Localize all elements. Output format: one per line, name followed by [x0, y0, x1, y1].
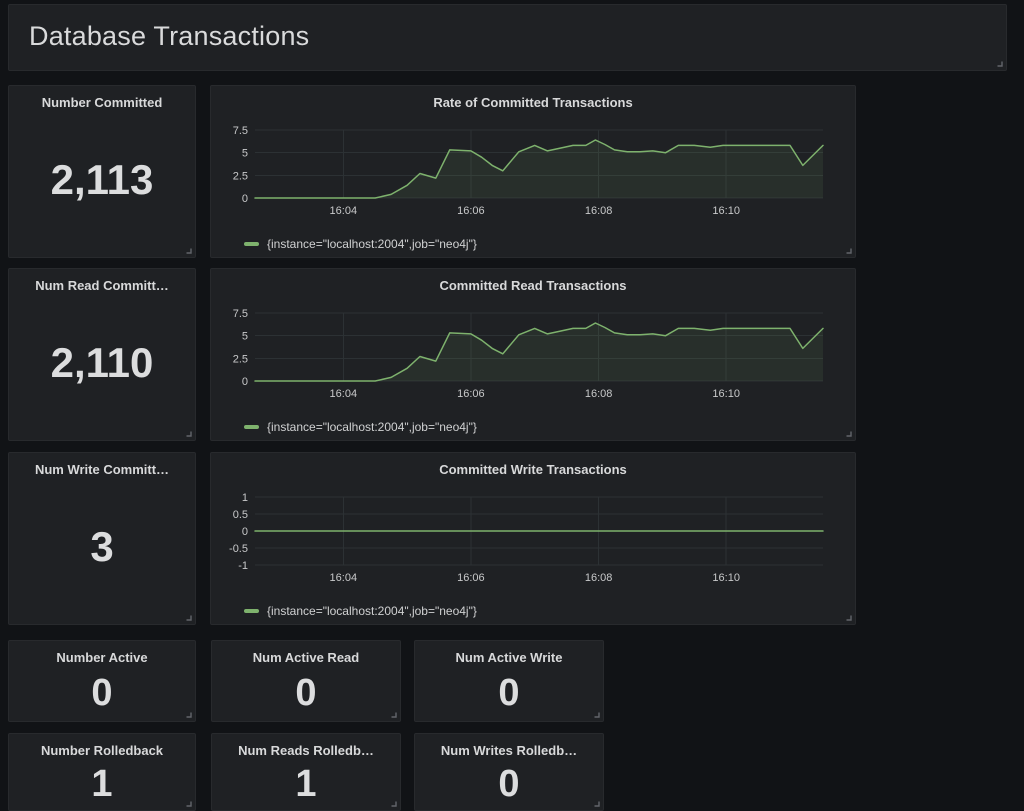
resize-handle-icon[interactable] [388, 798, 397, 807]
svg-text:-0.5: -0.5 [229, 543, 248, 555]
resize-handle-icon[interactable] [183, 709, 192, 718]
svg-text:2.5: 2.5 [233, 170, 248, 182]
svg-text:16:10: 16:10 [712, 572, 740, 584]
chart-panel-committed-read-transactions: Committed Read Transactions 7.5 5 2.5 0 16:0… [210, 268, 856, 441]
stat-value: 0 [91, 671, 113, 714]
svg-text:1: 1 [242, 492, 248, 504]
legend-series-swatch-icon [244, 242, 259, 246]
panel-title[interactable]: Number Rolledback [40, 743, 164, 758]
svg-text:0: 0 [242, 193, 248, 205]
dashboard-header-title: Database Transactions [29, 21, 310, 51]
svg-text:16:10: 16:10 [712, 388, 740, 400]
svg-text:5: 5 [242, 148, 248, 160]
legend-series-swatch-icon [244, 609, 259, 613]
svg-text:-1: -1 [238, 560, 248, 572]
panel-title[interactable]: Rate of Committed Transactions [433, 95, 633, 110]
resize-handle-icon[interactable] [843, 612, 852, 621]
time-series-plot[interactable]: 1 0.5 0 -0.5 -1 16:04 16:06 16:08 16:10 [211, 484, 855, 599]
stat-value: 3 [90, 522, 114, 570]
stat-value-area: 0 [415, 762, 603, 810]
resize-handle-icon[interactable] [183, 798, 192, 807]
stat-value: 2,113 [50, 155, 154, 203]
chart-legend: {instance="localhost:2004",job="neo4j"} [211, 415, 855, 439]
stat-value: 2,110 [50, 338, 154, 386]
stat-value-area: 2,110 [9, 299, 195, 440]
panel-title[interactable]: Num Active Write [455, 650, 563, 665]
panel-title[interactable]: Number Committed [41, 95, 163, 110]
panel-title[interactable]: Num Reads Rolledb… [238, 743, 374, 758]
panel-title[interactable]: Committed Write Transactions [439, 462, 627, 477]
svg-text:16:08: 16:08 [585, 205, 613, 217]
resize-handle-icon[interactable] [183, 245, 192, 254]
chart-legend: {instance="localhost:2004",job="neo4j"} [211, 232, 855, 256]
stat-value: 1 [295, 762, 317, 805]
svg-text:16:04: 16:04 [330, 205, 358, 217]
time-series-plot[interactable]: 7.5 5 2.5 0 16:04 16:06 16:08 16:10 [211, 300, 855, 415]
stat-value-area: 0 [415, 671, 603, 721]
resize-handle-icon[interactable] [591, 798, 600, 807]
svg-text:16:04: 16:04 [330, 388, 358, 400]
svg-text:7.5: 7.5 [233, 125, 248, 137]
svg-text:7.5: 7.5 [233, 308, 248, 320]
legend-series-label[interactable]: {instance="localhost:2004",job="neo4j"} [267, 604, 477, 618]
stat-value: 1 [91, 762, 113, 805]
legend-series-label[interactable]: {instance="localhost:2004",job="neo4j"} [267, 420, 477, 434]
svg-text:0: 0 [242, 376, 248, 388]
stat-value-area: 1 [212, 762, 400, 810]
resize-handle-icon[interactable] [843, 428, 852, 437]
resize-handle-icon[interactable] [183, 612, 192, 621]
resize-handle-icon[interactable] [843, 245, 852, 254]
stat-value: 0 [498, 762, 520, 805]
stat-panel-num-write-committed: Num Write Committ… 3 [8, 452, 196, 625]
panel-title[interactable]: Num Write Committ… [34, 462, 170, 477]
stat-value-area: 0 [212, 671, 400, 721]
time-series-plot[interactable]: 7.5 5 2.5 0 16:04 16:06 16:08 16:10 [211, 117, 855, 232]
svg-text:0: 0 [242, 526, 248, 538]
svg-text:16:08: 16:08 [585, 572, 613, 584]
stat-panel-number-committed: Number Committed 2,113 [8, 85, 196, 258]
panel-title[interactable]: Num Active Read [252, 650, 360, 665]
svg-text:16:06: 16:06 [457, 388, 485, 400]
stat-panel-num-writes-rolledback: Num Writes Rolledb… 0 [414, 733, 604, 811]
panel-title[interactable]: Num Read Committ… [35, 278, 169, 293]
resize-handle-icon[interactable] [591, 709, 600, 718]
panel-title[interactable]: Committed Read Transactions [439, 278, 627, 293]
stat-panel-num-reads-rolledback: Num Reads Rolledb… 1 [211, 733, 401, 811]
resize-handle-icon[interactable] [994, 58, 1003, 67]
stat-panel-num-read-committed: Num Read Committ… 2,110 [8, 268, 196, 441]
stat-value: 0 [498, 671, 520, 714]
svg-text:0.5: 0.5 [233, 509, 248, 521]
stat-panel-num-active-read: Num Active Read 0 [211, 640, 401, 722]
header-text-panel: Database Transactions [8, 4, 1007, 71]
chart-panel-committed-write-transactions: Committed Write Transactions 1 0.5 0 -0.5 -1… [210, 452, 856, 625]
resize-handle-icon[interactable] [388, 709, 397, 718]
svg-text:16:08: 16:08 [585, 388, 613, 400]
chart-panel-rate-of-committed-transactions: Rate of Committed Transactions 7.5 5 2.5 0 1… [210, 85, 856, 258]
svg-text:5: 5 [242, 331, 248, 343]
stat-value: 0 [295, 671, 317, 714]
svg-text:2.5: 2.5 [233, 353, 248, 365]
svg-text:16:06: 16:06 [457, 205, 485, 217]
stat-value-area: 0 [9, 671, 195, 721]
stat-panel-number-rolledback: Number Rolledback 1 [8, 733, 196, 811]
resize-handle-icon[interactable] [183, 428, 192, 437]
svg-text:16:06: 16:06 [457, 572, 485, 584]
stat-panel-number-active: Number Active 0 [8, 640, 196, 722]
stat-panel-num-active-write: Num Active Write 0 [414, 640, 604, 722]
panel-title[interactable]: Num Writes Rolledb… [440, 743, 578, 758]
stat-value-area: 3 [9, 483, 195, 624]
stat-value-area: 2,113 [9, 116, 195, 257]
stat-value-area: 1 [9, 762, 195, 810]
panel-title[interactable]: Number Active [56, 650, 148, 665]
chart-legend: {instance="localhost:2004",job="neo4j"} [211, 599, 855, 623]
svg-text:16:04: 16:04 [330, 572, 358, 584]
legend-series-label[interactable]: {instance="localhost:2004",job="neo4j"} [267, 237, 477, 251]
svg-text:16:10: 16:10 [712, 205, 740, 217]
legend-series-swatch-icon [244, 425, 259, 429]
